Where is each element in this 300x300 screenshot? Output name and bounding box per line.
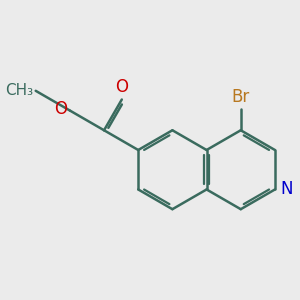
Text: Br: Br	[232, 88, 250, 106]
Text: O: O	[115, 78, 128, 96]
Text: CH₃: CH₃	[5, 83, 34, 98]
Text: N: N	[280, 181, 293, 199]
Text: O: O	[54, 100, 67, 118]
